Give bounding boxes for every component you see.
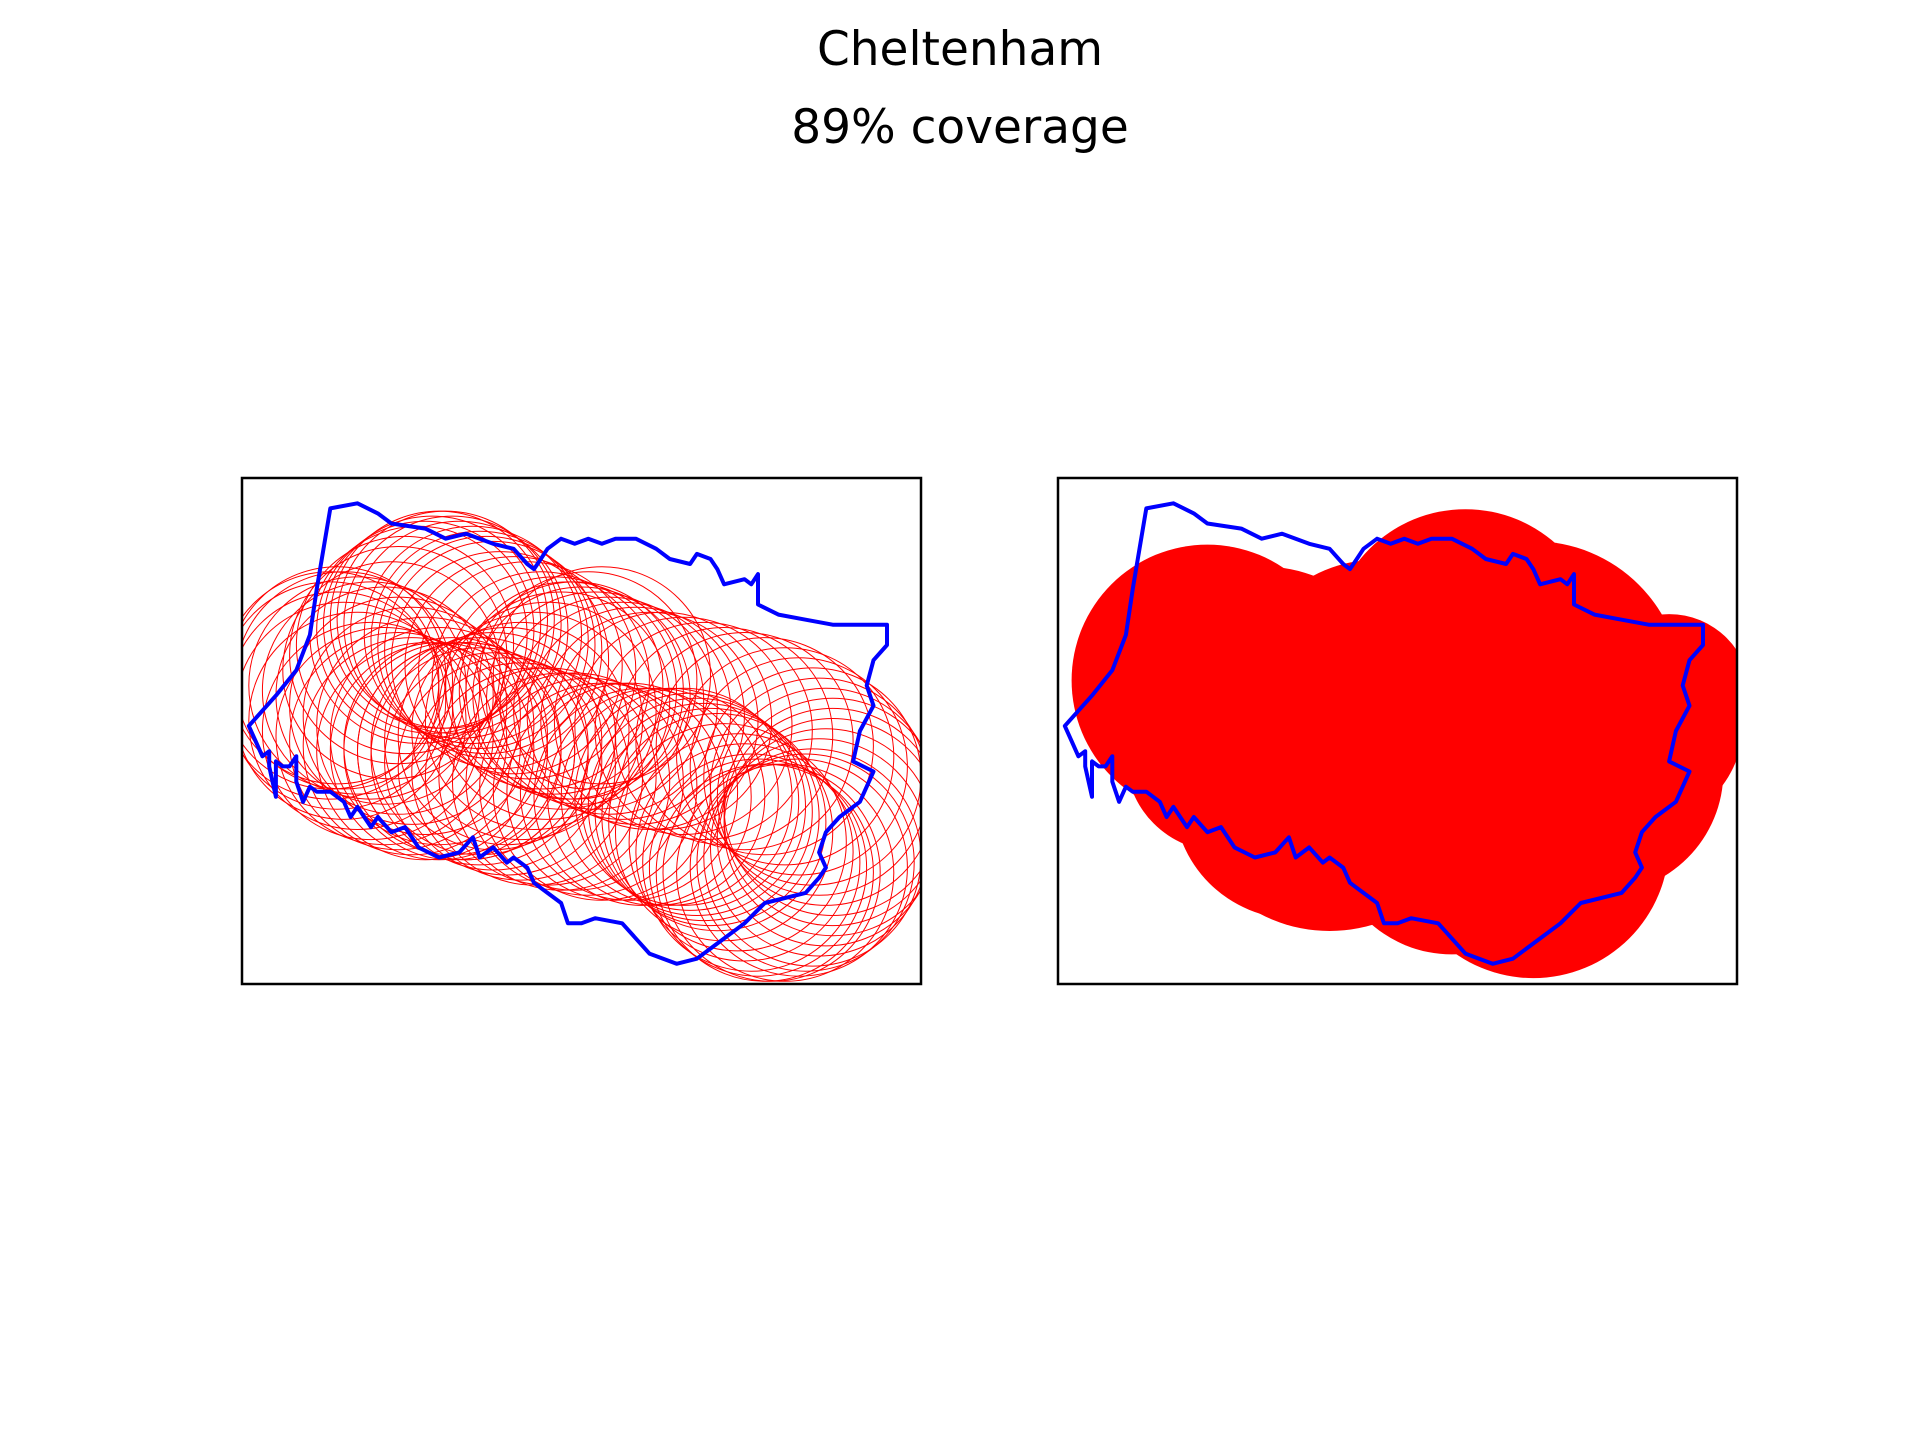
coverage-circle: [397, 657, 616, 876]
coverage-circle: [594, 702, 813, 922]
panel-background: [242, 478, 921, 984]
coverage-circle: [451, 591, 671, 810]
coverage-circle: [316, 616, 535, 836]
coverage-circle: [676, 647, 895, 866]
coverage-circle: [560, 687, 779, 906]
region-boundary: [246, 501, 889, 966]
coverage-circle: [635, 632, 854, 851]
boundary-layer: [246, 501, 889, 966]
coverage-circle: [587, 697, 807, 917]
coverage-circle: [261, 621, 481, 841]
coverage-circle: [438, 601, 657, 820]
coverage-circle: [479, 677, 698, 896]
coverage-circle: [519, 682, 739, 901]
coverage-circle: [242, 591, 447, 810]
region-boundary: [1062, 501, 1705, 966]
coverage-circle: [242, 581, 440, 800]
coverage-circle: [655, 637, 874, 856]
coverage-circle: [723, 718, 921, 937]
coverage-circle: [424, 611, 644, 831]
coverage-union-panel: [1056, 476, 1739, 986]
coverage-circle: [242, 566, 447, 785]
coverage-circle: [533, 687, 752, 906]
coverage-circle: [689, 657, 908, 876]
panel-frame: [240, 476, 923, 986]
coverage-circle: [329, 642, 548, 861]
coverage-circle: [628, 733, 847, 952]
coverage-circle: [553, 611, 773, 831]
coverage-circle: [696, 753, 915, 972]
coverage-circle: [492, 566, 712, 785]
coverage-circle: [289, 596, 508, 815]
coverage-circle: [547, 687, 766, 906]
coverage-circle: [465, 581, 684, 800]
coverage-circle: [248, 611, 467, 831]
coverage-area: [1125, 661, 1317, 852]
coverage-circle: [635, 743, 854, 962]
panel-frame: [1056, 476, 1739, 986]
coverage-circle: [506, 682, 725, 901]
figure-title: Cheltenham: [816, 22, 1104, 77]
coverage-circle: [343, 515, 562, 734]
coverage-circle: [411, 662, 630, 881]
coverage-circle: [289, 632, 508, 851]
coverage-circle: [642, 753, 861, 972]
filled-coverage-layer: [1071, 509, 1737, 979]
coverage-circle: [676, 763, 895, 982]
coverage-circle: [404, 556, 623, 775]
coverage-circle: [397, 627, 616, 846]
coverage-circle: [526, 606, 745, 825]
coverage-circle: [479, 571, 698, 790]
coverage-circle: [302, 637, 521, 856]
coverage-circle: [295, 535, 515, 755]
coverage-circle: [261, 581, 481, 800]
coverage-area: [1587, 614, 1737, 778]
coverage-circle: [601, 707, 820, 927]
coverage-circles-panel: [240, 476, 923, 986]
figure-subtitle: 89% coverage: [791, 100, 1129, 155]
coverage-circle: [336, 510, 555, 729]
coverage-circle: [703, 748, 921, 967]
coverage-circle: [316, 642, 535, 861]
coverage-circle: [465, 672, 684, 891]
coverage-circle: [655, 763, 874, 982]
circle-outlines-layer: [242, 510, 921, 982]
coverage-area: [1492, 776, 1656, 939]
coverage-circle: [242, 571, 453, 790]
coverage-circle: [710, 738, 921, 957]
coverage-circle: [411, 621, 630, 841]
boundary-layer: [1062, 501, 1705, 966]
coverage-circle: [594, 621, 813, 841]
coverage-circle: [357, 642, 576, 861]
coverage-circle: [451, 672, 671, 891]
coverage-circle: [302, 606, 521, 825]
coverage-circle: [716, 728, 921, 947]
coverage-circle: [608, 713, 827, 932]
